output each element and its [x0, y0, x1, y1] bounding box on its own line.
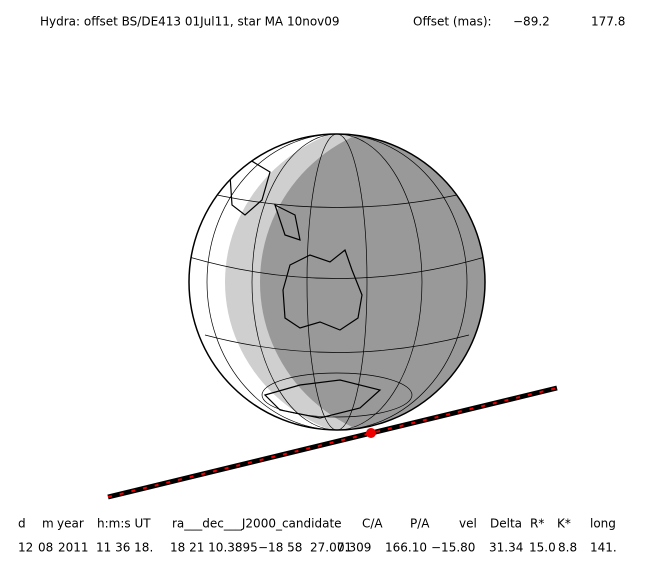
track-dashes — [107, 387, 558, 498]
cell: 141. — [590, 541, 617, 555]
column-header: K* — [557, 517, 571, 531]
cell: 166.10 — [385, 541, 427, 555]
cell: 11 36 18. — [96, 541, 153, 555]
column-header: ra___dec___J2000_candidate — [172, 517, 342, 531]
cell: 18 21 10.3895 — [170, 541, 258, 555]
cell: 12 — [18, 541, 33, 555]
column-header: R* — [530, 517, 544, 531]
column-header: year — [57, 517, 84, 531]
column-header: d — [18, 517, 26, 531]
cell: 2011 — [58, 541, 89, 555]
event-point — [366, 428, 376, 438]
offset-value: 177.8 — [591, 15, 625, 29]
cell: 08 — [38, 541, 53, 555]
column-header: m — [42, 517, 54, 531]
cell: 31.34 — [489, 541, 523, 555]
cell: 8.8 — [558, 541, 577, 555]
value-row: 12 08 2011 11 36 18. 18 21 10.3895 −18 5… — [18, 541, 617, 555]
column-header: C/A — [362, 517, 383, 531]
offset-value: −89.2 — [513, 15, 550, 29]
cell: 0.309 — [337, 541, 371, 555]
column-header: long — [590, 517, 616, 531]
column-header: Delta — [490, 517, 522, 531]
cell: −18 58 27.071 — [258, 541, 352, 555]
globe-outline — [188, 133, 486, 431]
column-header: P/A — [410, 517, 430, 531]
column-header: h:m:s UT — [97, 517, 151, 531]
cell: −15.80 — [431, 541, 475, 555]
column-header: vel — [459, 517, 477, 531]
offset-label: Offset (mas): — [413, 15, 492, 29]
header-row: d m year h:m:s UT ra___dec___J2000_candi… — [18, 517, 616, 531]
cell: 15.0 — [529, 541, 556, 555]
title: Hydra: offset BS/DE413 01Jul11, star MA … — [40, 15, 340, 29]
